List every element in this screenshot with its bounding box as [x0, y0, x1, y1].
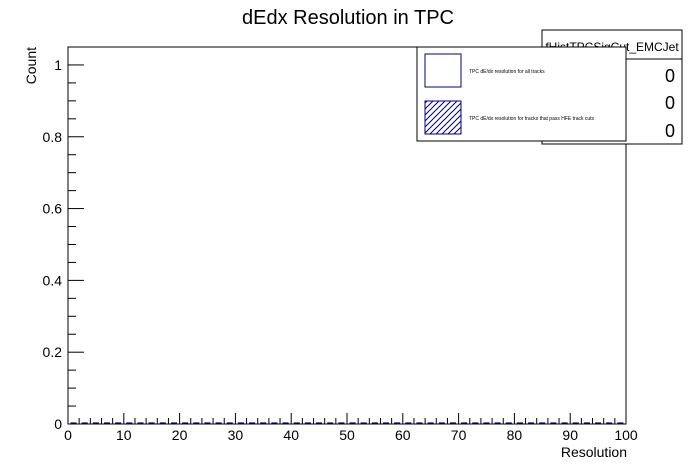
y-tick-label: 1 — [54, 57, 62, 73]
y-axis-label: Count — [23, 47, 39, 84]
x-tick-label: 30 — [228, 427, 244, 443]
x-axis: 0 10 20 30 40 50 60 70 80 90 100 — [64, 413, 638, 443]
x-tick-label: 20 — [172, 427, 188, 443]
legend-label-hfe-tracks: TPC dE/dx resolution for tracks that pas… — [469, 116, 595, 122]
y-tick-label: 0.4 — [43, 272, 63, 288]
x-tick-label: 70 — [451, 427, 467, 443]
chart-title: dEdx Resolution in TPC — [242, 7, 454, 29]
legend: TPC dE/dx resolution for all tracks TPC … — [416, 46, 627, 142]
y-tick-label: 0.6 — [43, 201, 63, 217]
legend-swatch-open — [424, 53, 462, 88]
x-tick-label: 90 — [562, 427, 578, 443]
x-tick-label: 0 — [64, 427, 72, 443]
stats-entries-value: 0 — [665, 66, 675, 86]
y-tick-label: 0 — [54, 416, 62, 432]
x-tick-label: 40 — [283, 427, 299, 443]
stats-stddev-value: 0 — [665, 121, 675, 141]
x-tick-label: 60 — [395, 427, 411, 443]
x-tick-label: 10 — [116, 427, 132, 443]
x-tick-label: 100 — [614, 427, 638, 443]
stats-mean-value: 0 — [665, 93, 675, 113]
legend-swatch-hatched — [424, 100, 462, 135]
x-tick-label: 50 — [339, 427, 355, 443]
x-axis-label: Resolution — [561, 444, 627, 460]
y-axis: 0 0.2 0.4 0.6 0.8 1 — [43, 46, 84, 432]
x-tick-label: 80 — [507, 427, 523, 443]
y-tick-label: 0.8 — [43, 129, 63, 145]
legend-label-all-tracks: TPC dE/dx resolution for all tracks — [469, 69, 545, 75]
y-tick-label: 0.2 — [43, 344, 63, 360]
